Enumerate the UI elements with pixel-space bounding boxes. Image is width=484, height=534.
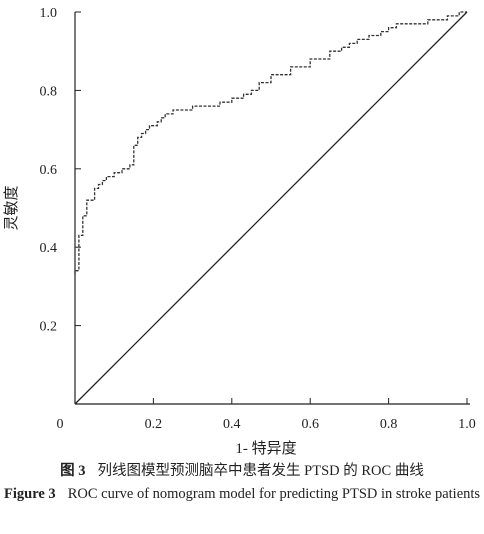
x-tick-label: 0.2 (145, 417, 163, 432)
roc-chart: 0.2 0.4 0.6 0.8 1.00.20.40.60.81.0 0 1- 特异度 … (3, 6, 476, 457)
caption-english-label: Figure 3 (4, 486, 56, 502)
x-tick-label: 0.6 (301, 417, 319, 432)
caption-chinese-label: 图 3 (60, 463, 86, 479)
y-tick-label: 0.8 (40, 84, 58, 99)
origin-tick-label: 0 (57, 417, 64, 432)
x-tick-label: 0.4 (223, 417, 241, 432)
y-tick-label: 1.0 (40, 6, 58, 21)
y-tick-label: 0.2 (40, 320, 58, 335)
caption-english: Figure 3 ROC curve of nomogram model for … (4, 484, 482, 504)
caption-chinese: 图 3 列线图模型预测脑卒中患者发生 PTSD 的 ROC 曲线 (0, 461, 484, 481)
x-tick-label: 1.0 (458, 417, 476, 432)
reference-diagonal-line (74, 11, 468, 405)
tick-layer: 0.2 0.4 0.6 0.8 1.0 0.2 0.4 0.6 0.8 1.0 (40, 6, 476, 432)
x-tick-label: 0.8 (380, 417, 398, 432)
chart-axes (74, 12, 470, 405)
y-tick-label: 0.6 (40, 163, 58, 178)
roc-curve (74, 11, 467, 275)
caption-english-text: ROC curve of nomogram model for predicti… (67, 486, 481, 502)
plot-area (74, 11, 468, 405)
y-tick-label: 0.4 (40, 241, 58, 256)
x-axis-label: 1- 特异度 (235, 440, 296, 457)
caption-chinese-text: 列线图模型预测脑卒中患者发生 PTSD 的 ROC 曲线 (97, 463, 424, 479)
y-axis-label: 灵敏度 (3, 185, 20, 230)
